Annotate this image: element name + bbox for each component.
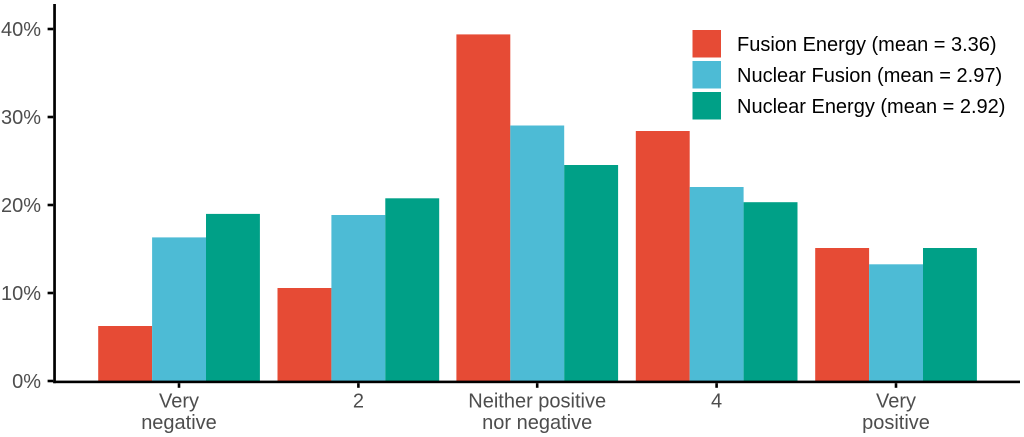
svg-text:Very: Very	[159, 391, 199, 413]
svg-text:negative: negative	[141, 412, 217, 434]
svg-text:30%: 30%	[1, 107, 41, 129]
svg-text:4: 4	[711, 391, 722, 413]
svg-text:10%: 10%	[1, 283, 41, 305]
svg-text:40%: 40%	[1, 19, 41, 41]
svg-text:Fusion Energy (mean = 3.36): Fusion Energy (mean = 3.36)	[737, 34, 997, 56]
svg-text:nor negative: nor negative	[482, 412, 592, 434]
svg-text:2: 2	[353, 391, 364, 413]
svg-text:positive: positive	[862, 412, 930, 434]
svg-text:Neither positive: Neither positive	[468, 391, 606, 413]
svg-text:Nuclear Fusion (mean = 2.97): Nuclear Fusion (mean = 2.97)	[737, 65, 1002, 87]
svg-text:20%: 20%	[1, 195, 41, 217]
svg-text:Nuclear Energy (mean = 2.92): Nuclear Energy (mean = 2.92)	[737, 96, 1005, 118]
svg-text:Very: Very	[876, 391, 916, 413]
svg-text:0%: 0%	[12, 371, 41, 393]
